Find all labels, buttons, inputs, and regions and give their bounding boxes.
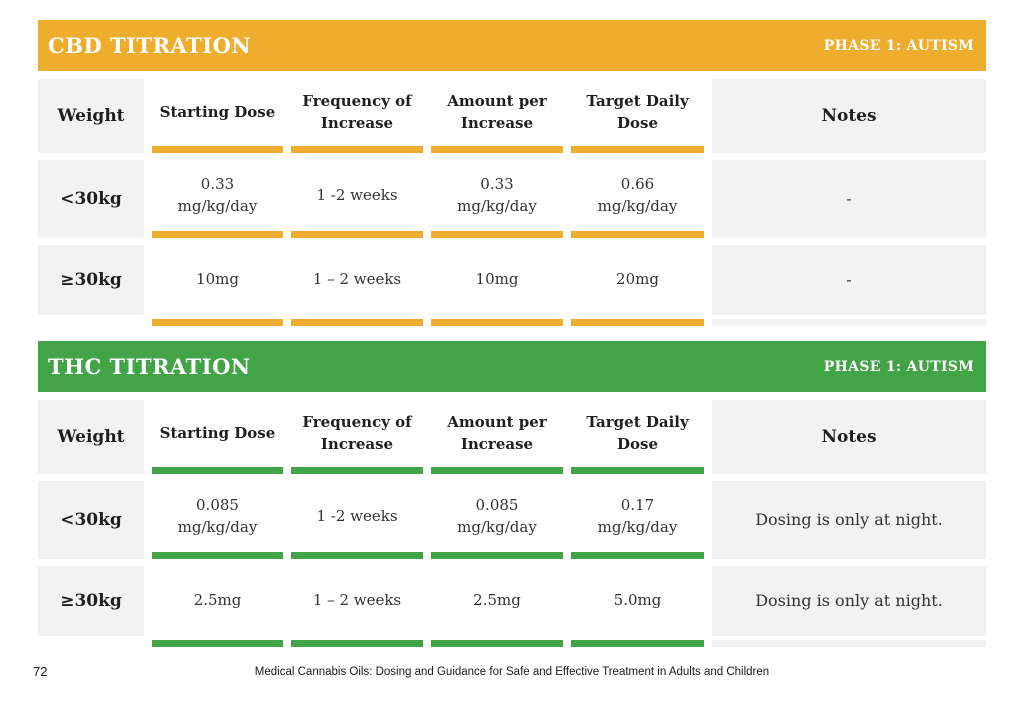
table-bottom-accent-row	[38, 319, 986, 326]
column-header-cell: Frequency of Increase	[291, 400, 423, 474]
accent-bar	[152, 319, 283, 326]
starting-dose-cell: 2.5mg	[193, 591, 242, 610]
table-row: <30kg 0.33 mg/kg/day 1 -2 weeks 0.33 mg/…	[38, 160, 986, 238]
cbd-titration-section: CBD TITRATION PHASE 1: AUTISM Weight Sta…	[38, 20, 986, 326]
cbd-title-bar: CBD TITRATION PHASE 1: AUTISM	[38, 20, 986, 71]
target-dose-cell: 20mg	[616, 270, 659, 289]
table-title: THC TITRATION	[48, 354, 251, 379]
weight-cell: ≥30kg	[38, 245, 144, 315]
column-header-cell: Target Daily Dose	[571, 79, 704, 153]
frequency-cell: 1 -2 weeks	[291, 481, 423, 559]
thc-title-bar: THC TITRATION PHASE 1: AUTISM	[38, 341, 986, 392]
weight-header-cell: Weight	[38, 400, 144, 474]
accent-bar	[291, 319, 423, 326]
column-header-cell: Amount per Increase	[431, 79, 563, 153]
starting-dose-cell: 0.085 mg/kg/day	[152, 481, 283, 559]
notes-cell: Dosing is only at night.	[712, 566, 986, 636]
amount-cell: 0.085 mg/kg/day	[431, 481, 563, 559]
page-content: CBD TITRATION PHASE 1: AUTISM Weight Sta…	[38, 20, 986, 647]
accent-bar	[571, 319, 704, 326]
notes-cell: Dosing is only at night.	[712, 481, 986, 559]
weight-cell: <30kg	[38, 481, 144, 559]
table-header-row: Weight Starting Dose Frequency of Increa…	[38, 79, 986, 153]
weight-cell: ≥30kg	[38, 566, 144, 636]
notes-header-cell: Notes	[712, 79, 986, 153]
column-header-cell: Frequency of Increase	[291, 79, 423, 153]
amount-cell: 2.5mg	[473, 591, 521, 610]
table-bottom-accent-row	[38, 640, 986, 647]
amount-cell: 10mg	[475, 270, 519, 289]
footer-text: Medical Cannabis Oils: Dosing and Guidan…	[254, 666, 770, 678]
frequency-cell: 1 – 2 weeks	[312, 270, 402, 289]
notes-cell: -	[712, 245, 986, 315]
thc-titration-section: THC TITRATION PHASE 1: AUTISM Weight Sta…	[38, 341, 986, 647]
column-header-cell: Starting Dose	[152, 79, 283, 153]
target-dose-cell: 0.66 mg/kg/day	[571, 160, 704, 238]
table-row: <30kg 0.085 mg/kg/day 1 -2 weeks 0.085 m…	[38, 481, 986, 559]
column-header-cell: Starting Dose	[152, 400, 283, 474]
accent-bar	[291, 640, 423, 647]
column-header-cell: Target Daily Dose	[571, 400, 704, 474]
notes-accent-bar	[712, 319, 986, 326]
table-header-row: Weight Starting Dose Frequency of Increa…	[38, 400, 986, 474]
table-row: ≥30kg 10mg 1 – 2 weeks 10mg 20mg -	[38, 245, 986, 315]
page-number: 72	[33, 664, 48, 679]
notes-cell: -	[712, 160, 986, 238]
accent-bar	[431, 319, 563, 326]
target-dose-cell: 0.17 mg/kg/day	[571, 481, 704, 559]
phase-label: PHASE 1: AUTISM	[823, 358, 974, 375]
table-title: CBD TITRATION	[48, 33, 252, 58]
amount-cell: 0.33 mg/kg/day	[431, 160, 563, 238]
target-dose-cell: 5.0mg	[613, 591, 662, 610]
table-row: ≥30kg 2.5mg 1 – 2 weeks 2.5mg 5.0mg Dosi…	[38, 566, 986, 636]
starting-dose-cell: 10mg	[196, 270, 239, 289]
spacer	[38, 640, 144, 647]
column-header-cell: Amount per Increase	[431, 400, 563, 474]
spacer	[38, 319, 144, 326]
phase-label: PHASE 1: AUTISM	[823, 37, 974, 54]
accent-bar	[152, 640, 283, 647]
frequency-cell: 1 – 2 weeks	[312, 591, 402, 610]
weight-cell: <30kg	[38, 160, 144, 238]
weight-header-cell: Weight	[38, 79, 144, 153]
notes-header-cell: Notes	[712, 400, 986, 474]
notes-accent-bar	[712, 640, 986, 647]
starting-dose-cell: 0.33 mg/kg/day	[152, 160, 283, 238]
accent-bar	[571, 640, 704, 647]
frequency-cell: 1 -2 weeks	[291, 160, 423, 238]
accent-bar	[431, 640, 563, 647]
